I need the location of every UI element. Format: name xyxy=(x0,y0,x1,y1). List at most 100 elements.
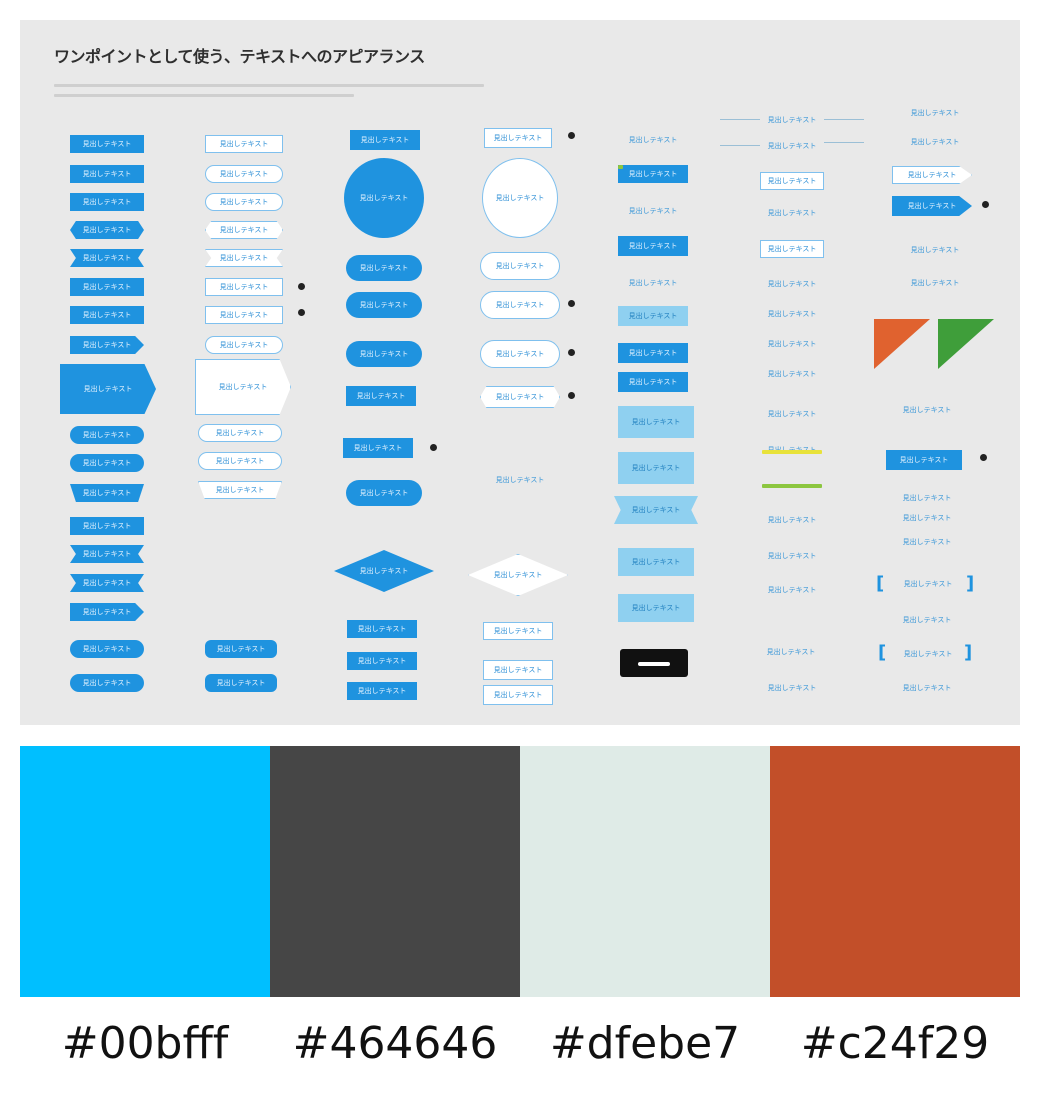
orange-corner-ribbon-icon xyxy=(874,319,930,369)
marker-dot xyxy=(980,454,987,461)
text-appearance-sample: 見出しテキスト xyxy=(480,386,560,408)
text-appearance-sample: 見出しテキスト xyxy=(618,165,688,183)
text-appearance-sample: 見出しテキスト xyxy=(618,372,688,392)
text-appearance-sample: 見出しテキスト xyxy=(484,128,552,148)
text-appearance-sample: 見出しテキスト xyxy=(198,481,282,499)
text-appearance-sample: 見出しテキスト xyxy=(70,603,144,621)
marker-dot xyxy=(298,283,305,290)
marker-dot xyxy=(298,309,305,316)
text-appearance-sample: 見出しテキスト xyxy=(902,684,952,692)
green-corner-ribbon-icon xyxy=(938,319,994,369)
text-appearance-sample: 見出しテキスト xyxy=(205,221,283,239)
text-appearance-sample: 見出しテキスト xyxy=(347,682,417,700)
text-appearance-sample: 見出しテキスト xyxy=(70,135,144,153)
text-appearance-sample: 見出しテキスト xyxy=(495,476,545,484)
text-appearance-sample: 見出しテキスト xyxy=(205,249,283,267)
text-appearance-sample: 見出しテキスト xyxy=(910,279,960,287)
left-bracket-icon: [ xyxy=(878,642,887,663)
color-palette xyxy=(20,746,1020,997)
text-appearance-sample: 見出しテキスト xyxy=(482,158,558,238)
marker-dot xyxy=(568,392,575,399)
text-appearance-sample: 見出しテキスト xyxy=(198,452,282,470)
text-appearance-sample: 見出しテキスト xyxy=(346,255,422,281)
text-appearance-sample: 見出しテキスト xyxy=(767,586,817,594)
text-appearance-sample: 見出しテキスト xyxy=(70,484,144,502)
marker-dot xyxy=(568,132,575,139)
text-appearance-sample: 見出しテキスト xyxy=(60,364,156,414)
text-appearance-sample: 見出しテキスト xyxy=(70,545,144,563)
swatch-3-label: #dfebe7 xyxy=(549,1018,741,1069)
dark-badge-inner xyxy=(638,662,670,666)
text-appearance-sample: 見出しテキスト xyxy=(902,406,952,414)
text-appearance-sample: 見出しテキスト xyxy=(346,386,416,406)
text-appearance-sample: 見出しテキスト xyxy=(767,116,817,124)
sheet-title: ワンポイントとして使う、テキストへのアピアランス xyxy=(54,47,425,66)
text-appearance-sample: 見出しテキスト xyxy=(618,236,688,256)
text-appearance-sample: 見出しテキスト xyxy=(70,221,144,239)
marker-dot xyxy=(568,300,575,307)
text-appearance-sample: 見出しテキスト xyxy=(70,193,144,211)
swatch-1-label: #00bfff xyxy=(61,1018,229,1069)
text-appearance-sample: 見出しテキスト xyxy=(886,450,962,470)
text-appearance-sample: 見出しテキスト xyxy=(628,136,678,144)
marker-dot xyxy=(430,444,437,451)
text-appearance-sample: 見出しテキスト xyxy=(910,109,960,117)
marker-dot xyxy=(568,349,575,356)
text-appearance-sample: 見出しテキスト xyxy=(618,452,694,484)
left-bracket-icon: [ xyxy=(876,573,885,594)
text-appearance-sample: 見出しテキスト xyxy=(198,424,282,442)
text-appearance-sample: 見出しテキスト xyxy=(892,196,972,216)
text-appearance-sample: 見出しテキスト xyxy=(767,516,817,524)
text-appearance-sample: 見出しテキスト xyxy=(480,252,560,280)
text-appearance-sample: 見出しテキスト xyxy=(70,454,144,472)
text-appearance-sample: 見出しテキスト xyxy=(343,438,413,458)
text-appearance-sample: 見出しテキスト xyxy=(347,652,417,670)
text-appearance-sample: 見出しテキスト xyxy=(618,594,694,622)
text-appearance-sample: 見出しテキスト xyxy=(205,278,283,296)
swatch-2 xyxy=(270,746,520,997)
text-appearance-sample: 見出しテキスト xyxy=(618,548,694,576)
text-appearance-sample: 見出しテキスト xyxy=(347,620,417,638)
text-appearance-sample: 見出しテキスト xyxy=(70,306,144,324)
text-appearance-sample: 見出しテキスト xyxy=(195,359,291,415)
text-appearance-sample: 見出しテキスト xyxy=(350,130,420,150)
text-appearance-sample: 見出しテキスト xyxy=(70,165,144,183)
text-appearance-sample: 見出しテキスト xyxy=(767,370,817,378)
text-appearance-sample: 見出しテキスト xyxy=(205,306,283,324)
text-appearance-sample: 見出しテキスト xyxy=(70,674,144,692)
rule-line xyxy=(720,145,760,146)
text-appearance-sample: 見出しテキスト xyxy=(346,480,422,506)
text-appearance-sample: 見出しテキスト xyxy=(480,291,560,319)
text-appearance-sample: 見出しテキスト xyxy=(618,343,688,363)
text-appearance-sample: 見出しテキスト xyxy=(483,660,553,680)
text-appearance-sample: 見出しテキスト xyxy=(766,648,816,656)
swatch-3 xyxy=(520,746,770,997)
text-appearance-sample: 見出しテキスト xyxy=(205,165,283,183)
text-appearance-sample: 見出しテキスト xyxy=(618,306,688,326)
text-appearance-sample: 見出しテキスト xyxy=(205,135,283,153)
text-appearance-sample: 見出しテキスト xyxy=(767,142,817,150)
text-appearance-sample: 見出しテキスト xyxy=(70,249,144,267)
swatch-2-label: #464646 xyxy=(292,1018,498,1069)
highlight-bar xyxy=(762,450,822,454)
text-appearance-sample: 見出しテキスト xyxy=(346,292,422,318)
text-appearance-sample: 見出しテキスト xyxy=(205,336,283,354)
swatch-1 xyxy=(20,746,270,997)
text-appearance-sample: 見出しテキスト xyxy=(903,580,953,588)
text-appearance-sample: 見出しテキスト xyxy=(205,193,283,211)
text-appearance-sample: 見出しテキスト xyxy=(483,622,553,640)
swatch-4 xyxy=(770,746,1020,997)
text-appearance-sample: 見出しテキスト xyxy=(910,246,960,254)
right-bracket-icon: ] xyxy=(964,642,973,663)
text-appearance-sample: 見出しテキスト xyxy=(902,494,952,502)
highlight-bar xyxy=(762,484,822,488)
text-appearance-sample: 見出しテキスト xyxy=(205,674,277,692)
text-appearance-sample: 見出しテキスト xyxy=(70,336,144,354)
text-appearance-sample: 見出しテキスト xyxy=(334,550,434,592)
text-appearance-sample: 見出しテキスト xyxy=(70,640,144,658)
text-appearance-sample: 見出しテキスト xyxy=(767,280,817,288)
rule-line xyxy=(720,119,760,120)
text-appearance-sample: 見出しテキスト xyxy=(70,517,144,535)
highlight-bar xyxy=(618,165,623,169)
text-appearance-sample: 見出しテキスト xyxy=(767,552,817,560)
